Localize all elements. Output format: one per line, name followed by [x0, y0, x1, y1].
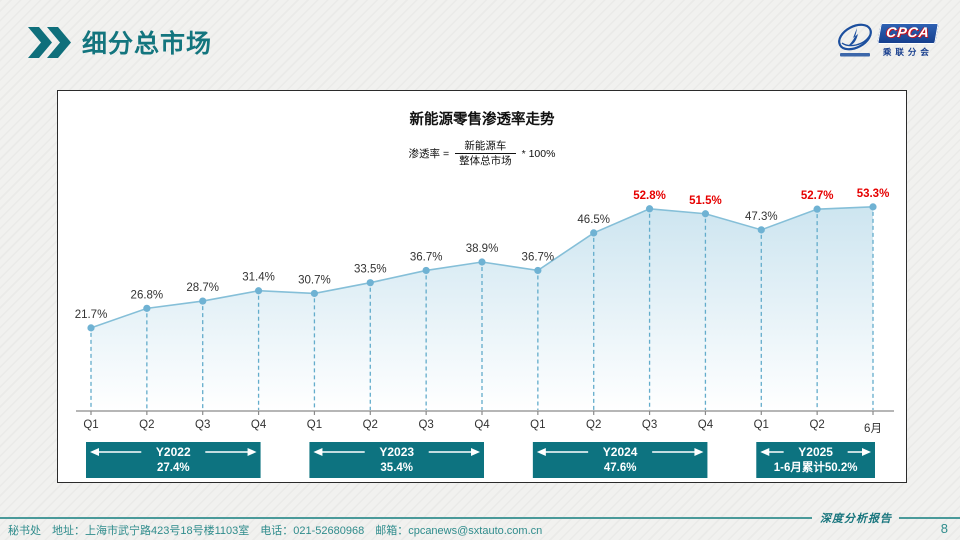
svg-text:47.3%: 47.3% [745, 211, 778, 223]
cpca-badge-text: CPCA [885, 23, 931, 40]
svg-text:Q2: Q2 [809, 419, 824, 431]
penetration-formula: 渗透率 = 新能源车 整体总市场 * 100% [58, 139, 906, 168]
formula-denominator: 整体总市场 [455, 153, 516, 168]
page-title: 细分总市场 [82, 30, 213, 58]
svg-text:Q2: Q2 [139, 419, 154, 431]
footer-report-label: 深度分析报告 [820, 513, 892, 525]
cpca-sub-text: 乘联分会 [882, 46, 933, 57]
svg-text:46.5%: 46.5% [577, 214, 610, 226]
svg-text:Q1: Q1 [530, 419, 545, 431]
double-chevron-icon [28, 26, 71, 58]
svg-text:36.7%: 36.7% [410, 251, 443, 263]
svg-text:Q3: Q3 [642, 419, 657, 431]
footer-divider-long [0, 517, 812, 519]
svg-text:Q1: Q1 [307, 419, 322, 431]
svg-text:Q4: Q4 [474, 419, 490, 431]
chart-title: 新能源零售渗透率走势 [409, 112, 555, 128]
svg-text:Q1: Q1 [83, 419, 98, 431]
cpca-badge: CPCA [877, 22, 939, 44]
svg-text:Y2024: Y2024 [603, 445, 638, 459]
svg-text:52.8%: 52.8% [633, 190, 666, 202]
svg-text:Y2023: Y2023 [379, 445, 414, 459]
cpca-swoosh-icon [838, 23, 872, 57]
svg-text:Q3: Q3 [418, 419, 433, 431]
page-number: 8 [940, 521, 948, 536]
formula-rhs: * 100% [521, 147, 556, 160]
svg-text:38.9%: 38.9% [466, 243, 499, 255]
formula-numerator: 新能源车 [464, 140, 507, 152]
svg-text:36.7%: 36.7% [522, 251, 555, 263]
svg-text:21.7%: 21.7% [75, 309, 108, 321]
svg-text:Q1: Q1 [754, 419, 769, 431]
svg-text:27.4%: 27.4% [157, 462, 190, 474]
svg-text:33.5%: 33.5% [354, 264, 387, 276]
svg-text:Y2025: Y2025 [798, 445, 833, 459]
svg-text:Y2022: Y2022 [156, 445, 191, 459]
svg-text:28.7%: 28.7% [186, 282, 219, 294]
svg-text:Q4: Q4 [251, 419, 267, 431]
svg-text:30.7%: 30.7% [298, 274, 331, 286]
formula-lhs: 渗透率 = [408, 148, 450, 161]
svg-text:Q4: Q4 [698, 419, 714, 431]
cpca-logo: CPCA 乘联分会 [834, 18, 942, 62]
svg-text:35.4%: 35.4% [380, 462, 413, 474]
svg-text:52.7%: 52.7% [801, 190, 834, 202]
svg-text:26.8%: 26.8% [131, 289, 164, 301]
svg-text:51.5%: 51.5% [689, 195, 722, 207]
svg-text:31.4%: 31.4% [242, 272, 275, 284]
svg-text:6月: 6月 [864, 423, 882, 435]
svg-text:47.6%: 47.6% [604, 462, 637, 474]
svg-text:Q3: Q3 [195, 419, 210, 431]
svg-text:53.3%: 53.3% [857, 188, 890, 200]
footer-divider-short [899, 517, 960, 519]
page-header: 细分总市场 [28, 24, 212, 60]
chart-panel: 新能源零售渗透率走势 渗透率 = 新能源车 整体总市场 * 100% 21.7%… [57, 90, 907, 483]
footer-contact-info: 秘书处 地址：上海市武宁路423号18号楼1103室 电话：021-526809… [8, 525, 543, 537]
svg-text:Q2: Q2 [363, 419, 378, 431]
svg-text:1-6月累计50.2%: 1-6月累计50.2% [774, 460, 858, 474]
penetration-chart-svg: 21.7% 26.8% 28.7% 31.4% 30.7% 33.5% 36.7% 38.9%… [75, 188, 894, 478]
svg-text:Q2: Q2 [586, 419, 601, 431]
